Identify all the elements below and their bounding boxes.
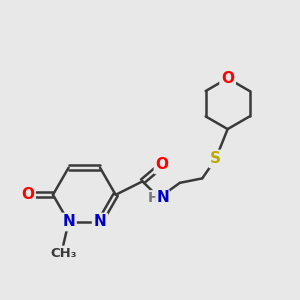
Text: N: N bbox=[156, 190, 169, 205]
Text: N: N bbox=[94, 214, 106, 230]
Text: O: O bbox=[155, 158, 168, 172]
Text: O: O bbox=[21, 187, 34, 202]
Text: S: S bbox=[210, 152, 221, 166]
Text: N: N bbox=[62, 214, 75, 230]
Text: CH₃: CH₃ bbox=[50, 247, 76, 260]
Text: O: O bbox=[221, 71, 234, 86]
Text: H: H bbox=[148, 191, 160, 205]
